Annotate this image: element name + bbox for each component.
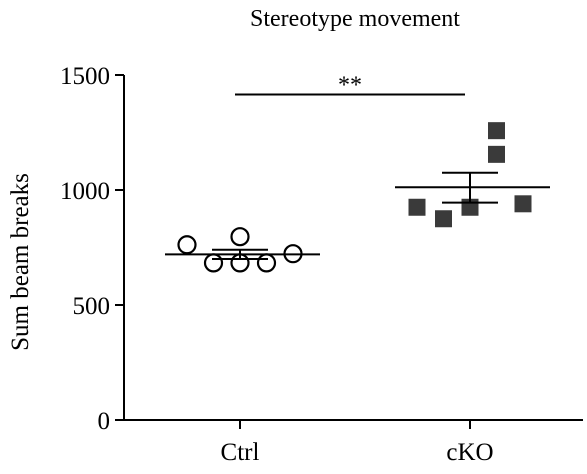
significance-label: ** <box>338 73 362 99</box>
y-axis-label: Sum beam breaks <box>7 173 34 351</box>
axes <box>115 74 583 429</box>
ctrl-data-point <box>230 227 250 247</box>
significance-annotation: ** <box>235 73 465 99</box>
y-tick-label: 1500 <box>60 63 110 90</box>
ctrl-data-point <box>203 253 224 273</box>
summary-bars <box>165 171 550 260</box>
y-tick-label: 0 <box>98 408 111 435</box>
cko-data-point <box>435 210 452 228</box>
ctrl-data-point <box>256 253 277 273</box>
tick-labels: 0 500 1000 1500 Ctrl cKO <box>60 63 494 466</box>
y-tick-label: 500 <box>73 293 111 320</box>
ctrl-data-point <box>177 235 197 255</box>
x-tick-label: Ctrl <box>221 439 260 466</box>
cko-data-point <box>488 145 505 163</box>
cko-data-point <box>488 122 505 140</box>
cko-data-point <box>408 198 426 216</box>
x-tick-label: cKO <box>446 439 493 466</box>
cko-data-point <box>514 195 532 213</box>
y-tick-label: 1000 <box>60 178 110 205</box>
chart-title: Stereotype movement <box>250 6 460 32</box>
